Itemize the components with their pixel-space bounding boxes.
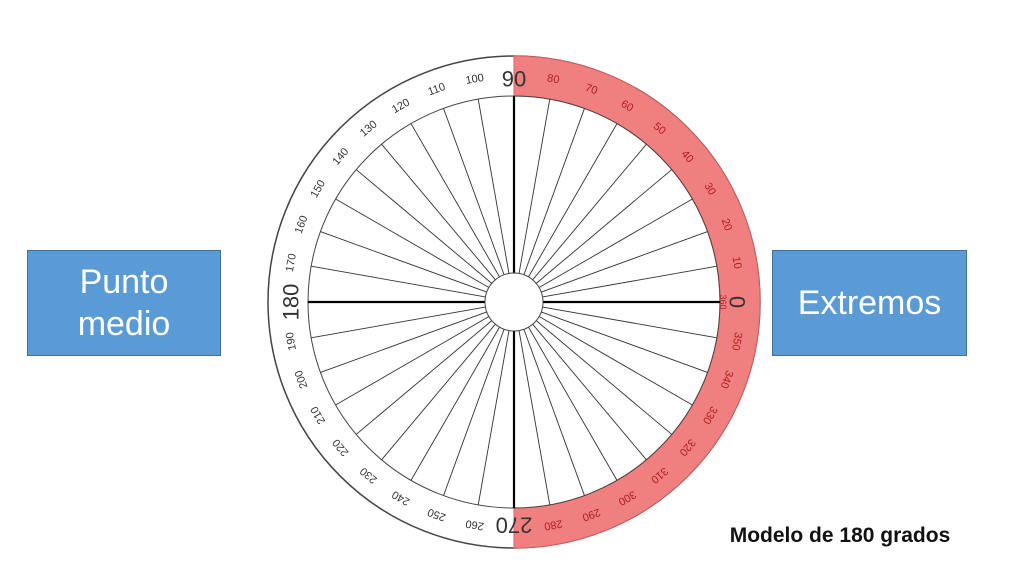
radial-line-130 <box>381 143 496 281</box>
midpoint-label-line1: Punto <box>79 262 169 301</box>
protractor-svg: 0102030405060708090100110120130140150160… <box>267 55 761 549</box>
radial-line-330 <box>538 316 693 406</box>
tick-label-260: 260 <box>465 517 485 532</box>
radial-line-250 <box>443 329 505 496</box>
radial-line-190 <box>311 306 486 339</box>
radial-line-20 <box>541 231 708 293</box>
endpoints-label-box: Extremos <box>772 250 967 356</box>
tick-label-80: 80 <box>546 72 560 86</box>
tick-label-70: 70 <box>583 82 599 97</box>
tick-label-110: 110 <box>426 81 447 98</box>
tick-label-10: 10 <box>730 256 744 270</box>
radial-line-280 <box>518 330 551 505</box>
radial-line-220 <box>355 320 493 435</box>
radial-line-200 <box>320 311 487 373</box>
tick-label-290: 290 <box>581 506 602 524</box>
tick-label-160: 160 <box>293 214 311 235</box>
radial-line-80 <box>518 99 551 274</box>
tick-label-270: 270 <box>496 513 533 538</box>
radial-line-40 <box>535 169 673 284</box>
radial-line-230 <box>381 323 496 461</box>
midpoint-label-line2: medio <box>77 305 171 343</box>
radial-line-100 <box>477 99 510 274</box>
protractor-center-hub <box>484 272 544 332</box>
tick-label-200: 200 <box>293 369 311 390</box>
circular-protractor: 0 10 20 30 40 50 60 70 80 90 100 110 120 130 140 150 160… <box>256 47 772 563</box>
midpoint-label-box: Punto medio <box>27 250 221 356</box>
endpoints-label: Extremos <box>797 283 942 322</box>
tick-label-30: 30 <box>701 181 718 198</box>
tick-label-280: 280 <box>543 517 563 532</box>
radial-line-210 <box>335 316 490 406</box>
radial-line-340 <box>541 311 708 373</box>
tick-label-360: 360 <box>718 294 728 309</box>
radial-line-60 <box>528 123 618 278</box>
radial-line-240 <box>410 326 500 481</box>
radial-line-310 <box>532 323 647 461</box>
tick-label-20: 20 <box>719 217 734 233</box>
radial-line-170 <box>311 265 486 298</box>
radial-line-10 <box>542 265 717 298</box>
tick-label-190: 190 <box>284 331 299 351</box>
tick-label-350: 350 <box>729 331 744 351</box>
caption: Modelo de 180 grados <box>729 524 951 547</box>
radial-line-290 <box>523 329 585 496</box>
radial-line-120 <box>410 123 500 278</box>
tick-label-170: 170 <box>284 253 299 273</box>
radial-line-300 <box>528 326 618 481</box>
radial-line-140 <box>355 169 493 284</box>
radial-line-50 <box>532 143 647 281</box>
tick-label-90: 90 <box>502 67 526 92</box>
radial-line-110 <box>443 108 505 275</box>
radial-line-70 <box>523 108 585 275</box>
radial-line-150 <box>335 198 490 288</box>
radial-line-350 <box>542 306 717 339</box>
tick-label-180: 180 <box>279 284 304 321</box>
tick-label-250: 250 <box>426 506 447 524</box>
tick-label-0: 0 <box>725 296 750 308</box>
tick-label-100: 100 <box>465 72 485 87</box>
radial-line-320 <box>535 320 673 435</box>
radial-line-260 <box>477 330 510 505</box>
radial-line-30 <box>538 198 693 288</box>
radial-line-160 <box>320 231 487 293</box>
tick-label-60: 60 <box>619 98 636 115</box>
tick-label-340: 340 <box>718 369 736 390</box>
